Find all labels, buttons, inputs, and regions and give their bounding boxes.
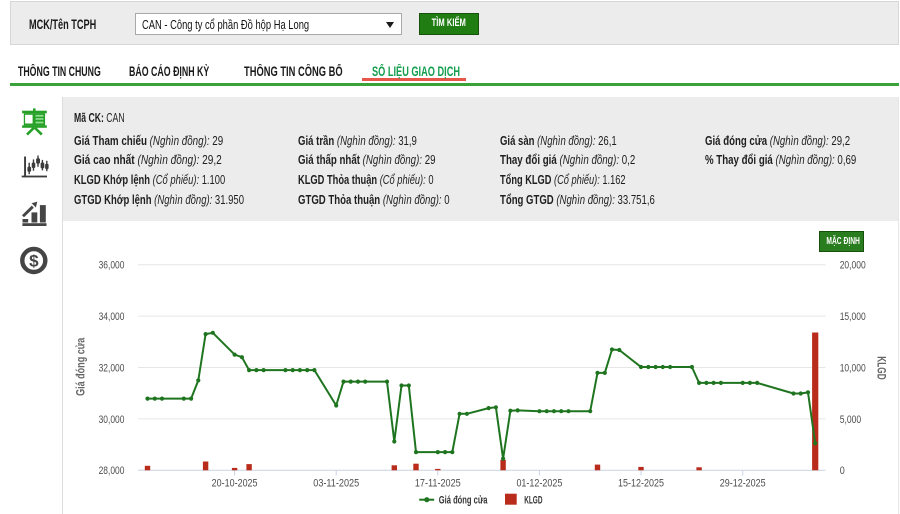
svg-text:20,000: 20,000 (840, 260, 866, 272)
svg-text:34,000: 34,000 (99, 311, 125, 323)
svg-text:28,000: 28,000 (99, 465, 125, 477)
svg-text:0: 0 (840, 465, 845, 477)
svg-text:03-11-2025: 03-11-2025 (313, 477, 359, 489)
svg-text:30,000: 30,000 (99, 414, 125, 426)
svg-text:5,000: 5,000 (840, 414, 862, 426)
svg-text:KLGD: KLGD (875, 356, 889, 380)
svg-text:20-10-2025: 20-10-2025 (212, 477, 258, 489)
svg-text:17-11-2025: 17-11-2025 (415, 477, 461, 489)
svg-text:32,000: 32,000 (99, 362, 125, 374)
svg-text:$: $ (29, 252, 39, 271)
svg-text:10,000: 10,000 (840, 362, 866, 374)
svg-text:KLGD: KLGD (524, 494, 542, 506)
svg-text:15-12-2025: 15-12-2025 (618, 477, 664, 489)
svg-text:01-12-2025: 01-12-2025 (516, 477, 562, 489)
svg-text:Giá đóng cửa: Giá đóng cửa (73, 337, 87, 395)
svg-text:Giá đóng cửa: Giá đóng cửa (439, 494, 488, 506)
svg-text:15,000: 15,000 (840, 311, 866, 323)
svg-text:36,000: 36,000 (99, 260, 125, 272)
svg-text:29-12-2025: 29-12-2025 (720, 477, 766, 489)
